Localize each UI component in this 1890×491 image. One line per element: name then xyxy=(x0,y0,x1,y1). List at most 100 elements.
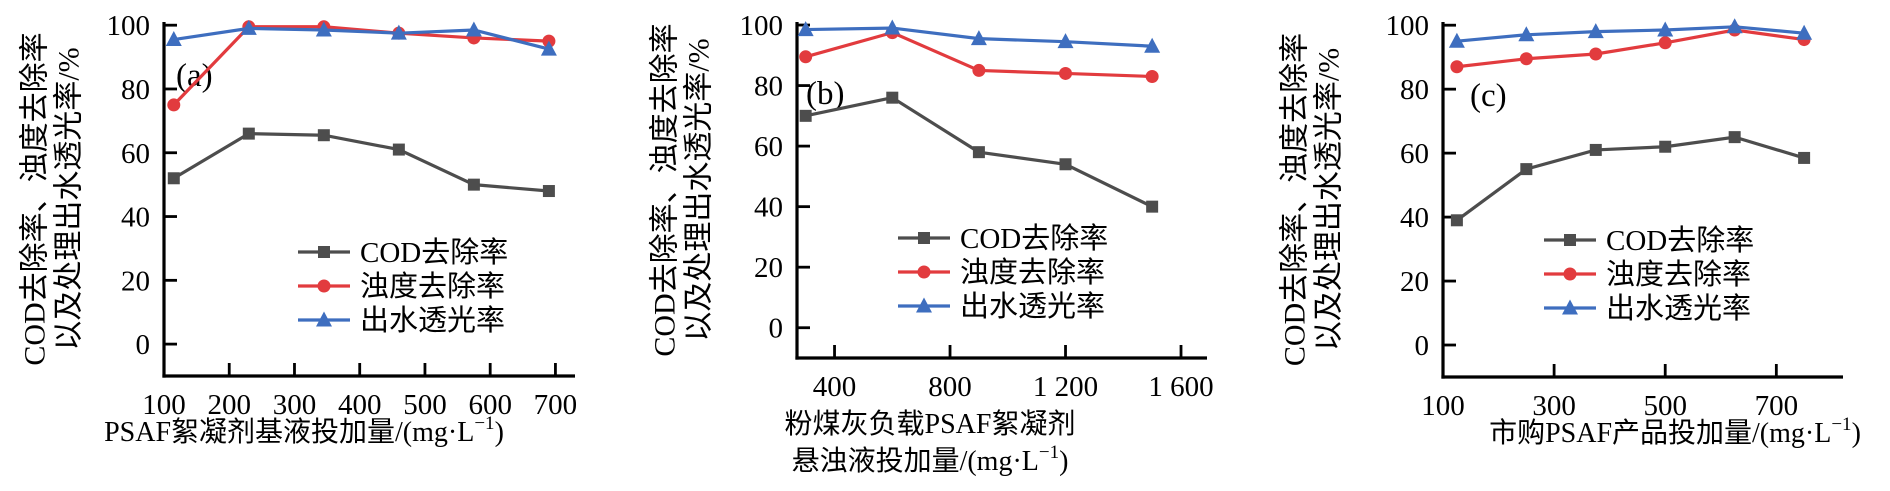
legend-cod-marker xyxy=(918,232,930,244)
x-tick-label: 400 xyxy=(338,389,382,421)
series-transmittance-marker xyxy=(884,19,901,35)
series-turbidity-marker xyxy=(1519,52,1533,66)
y-tick-label: 60 xyxy=(121,138,150,170)
series-cod-marker xyxy=(1520,163,1533,176)
series-cod-marker xyxy=(317,129,330,142)
chart-panel-b: 0 20 40 60 80 100 400 800 1 200 1 600 (b) COD去除率、浊度… xyxy=(649,10,1214,477)
series-transmittance-line xyxy=(1456,25,1805,43)
series-cod-marker xyxy=(1798,151,1811,164)
x-tick-label: 500 xyxy=(403,389,447,421)
x-axis-title-line1: PSAF絮凝剂基液投加量/(mg·L−1) xyxy=(104,413,504,448)
y-tick-label: 60 xyxy=(754,131,783,163)
legend-transmittance-label: 出水透光率 xyxy=(360,304,505,337)
series-transmittance-line xyxy=(173,26,550,51)
y-axis-title-line1: COD去除率、浊度去除率 xyxy=(19,32,52,365)
y-tick-label: 80 xyxy=(121,74,150,106)
series-turbidity-line xyxy=(172,25,549,107)
y-tick-label: 20 xyxy=(754,252,783,284)
series-cod-line xyxy=(1455,135,1805,222)
y-tick-label: 40 xyxy=(754,192,783,224)
legend-item-transmittance: 出水透光率 xyxy=(1544,292,1751,325)
series-turbidity-marker xyxy=(799,50,813,64)
y-tick-label: 0 xyxy=(136,329,151,361)
x-tick-label: 300 xyxy=(273,389,317,421)
legend-item-cod: COD去除率 xyxy=(1544,224,1754,257)
x-tick-label: 500 xyxy=(1643,390,1687,422)
legend-cod-marker xyxy=(1564,234,1576,246)
legend-turbidity-label: 浊度去除率 xyxy=(960,256,1105,289)
y-axis-title-line2: 以及处理出水透光率/% xyxy=(1313,48,1346,351)
series-turbidity-line xyxy=(1456,28,1805,69)
panel-label: (c) xyxy=(1470,78,1507,114)
x-tick-label: 1 200 xyxy=(1033,371,1098,403)
legend-transmittance-marker xyxy=(1562,299,1578,315)
series-transmittance-marker xyxy=(1518,26,1535,42)
y-tick-label: 100 xyxy=(1386,10,1430,42)
y-tick-label: 20 xyxy=(121,265,150,297)
series-cod-marker xyxy=(886,91,899,104)
series-cod-marker xyxy=(1450,214,1463,227)
series-turbidity-marker xyxy=(1145,69,1159,83)
series-transmittance-marker xyxy=(240,19,257,35)
series-cod-marker xyxy=(1659,140,1672,153)
series-turbidity-marker xyxy=(1589,47,1603,61)
series-cod-marker xyxy=(1059,158,1072,171)
series-transmittance-marker xyxy=(1726,18,1743,34)
series-turbidity-marker xyxy=(972,63,986,77)
series-turbidity-marker xyxy=(1059,66,1073,80)
series-transmittance-marker xyxy=(970,30,987,46)
y-tick-label: 40 xyxy=(121,202,150,234)
series-transmittance-marker xyxy=(1144,37,1161,53)
panel-label: (a) xyxy=(176,58,213,94)
series-transmittance-marker xyxy=(540,40,557,56)
series-cod-line xyxy=(172,132,550,193)
legend-item-cod: COD去除率 xyxy=(898,222,1108,255)
series-transmittance-marker xyxy=(797,21,814,37)
legend-item-transmittance: 出水透光率 xyxy=(298,304,505,337)
legend-transmittance-label: 出水透光率 xyxy=(960,290,1105,323)
series-cod-marker xyxy=(1589,143,1602,156)
x-tick-label: 700 xyxy=(534,389,578,421)
y-tick-label: 60 xyxy=(1400,138,1429,170)
chart-panel-c: 0 20 40 60 80 100 100 300 500 700 (c) COD去除率、浊度去除率以… xyxy=(1279,10,1861,449)
series-turbidity-marker xyxy=(167,98,181,112)
series-cod-marker xyxy=(467,178,480,191)
y-tick-label: 100 xyxy=(740,10,784,42)
x-axis-title-line1: 市购PSAF产品投加量/(mg·L−1) xyxy=(1489,414,1861,449)
y-tick-label: 0 xyxy=(769,313,784,345)
x-tick-label: 1 600 xyxy=(1148,371,1213,403)
legend-turbidity-marker xyxy=(1563,267,1577,281)
legend-item-turbidity: 浊度去除率 xyxy=(1544,258,1751,291)
y-tick-label: 20 xyxy=(1400,266,1429,298)
series-transmittance-marker xyxy=(165,31,182,47)
x-axis-title-line1: 粉煤灰负载PSAF絮凝剂 xyxy=(785,408,1076,440)
x-tick-label: 200 xyxy=(207,389,251,421)
legend-item-cod: COD去除率 xyxy=(298,236,508,269)
series-cod-marker xyxy=(167,172,180,185)
legend-cod-label: COD去除率 xyxy=(1606,224,1754,257)
legend-cod-label: COD去除率 xyxy=(960,222,1108,255)
legend-turbidity-marker xyxy=(917,265,931,279)
y-tick-label: 80 xyxy=(1400,74,1429,106)
legend-turbidity-label: 浊度去除率 xyxy=(360,270,505,303)
legend-item-turbidity: 浊度去除率 xyxy=(898,256,1105,289)
chart-panel-a: 0 20 40 60 80 100 100 200 300 400 500 600 700 (a) COD去… xyxy=(19,10,578,448)
series-transmittance-marker xyxy=(1057,33,1074,49)
y-tick-label: 0 xyxy=(1415,330,1430,362)
series-transmittance-marker xyxy=(1587,23,1604,39)
y-axis-title-line1: COD去除率、浊度去除率 xyxy=(1279,33,1312,366)
series-cod-marker xyxy=(542,185,555,198)
panel-label: (b) xyxy=(806,76,844,112)
legend-transmittance-marker xyxy=(316,311,332,327)
series-transmittance-marker xyxy=(315,21,332,37)
x-tick-label: 300 xyxy=(1532,390,1576,422)
y-tick-label: 80 xyxy=(754,71,783,103)
legend-cod-label: COD去除率 xyxy=(360,236,508,269)
y-tick-label: 100 xyxy=(107,10,151,42)
series-transmittance-marker xyxy=(1448,32,1465,48)
x-tick-label: 800 xyxy=(928,371,972,403)
x-axis-title-line2: 悬浊液投加量/(mg·L−1) xyxy=(792,442,1069,477)
series-cod-marker xyxy=(1728,131,1741,144)
